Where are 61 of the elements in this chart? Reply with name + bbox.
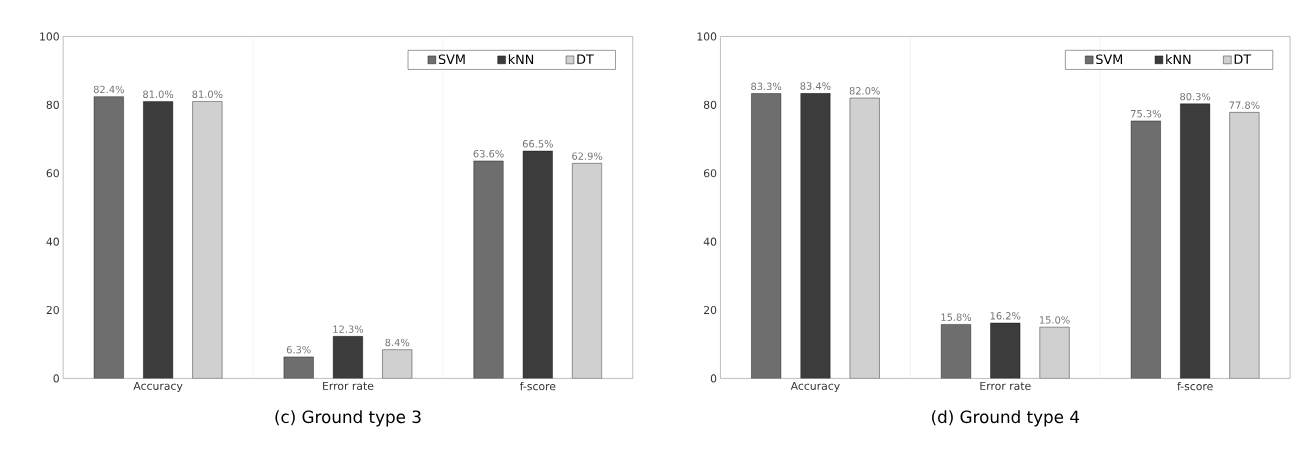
y-tick-label: 60 bbox=[46, 169, 59, 178]
legend-label: kNN bbox=[508, 54, 534, 64]
x-tick-label: Accuracy bbox=[790, 381, 840, 392]
text: (c) Ground type 3 bbox=[275, 410, 421, 427]
bar bbox=[192, 101, 223, 379]
y-tick-label: 100 bbox=[697, 32, 717, 41]
legend-label: DT bbox=[577, 54, 594, 64]
bar bbox=[1180, 103, 1211, 379]
data-label: 12.3% bbox=[333, 325, 364, 333]
y-tick-label: 80 bbox=[46, 100, 59, 109]
data-label: 83.4% bbox=[800, 82, 831, 90]
legend-label: SVM bbox=[1096, 54, 1123, 64]
y-tick-label: 20 bbox=[703, 305, 717, 315]
y-tick-label: 0 bbox=[53, 374, 59, 383]
bar bbox=[1229, 112, 1260, 379]
y-tick-label: 0 bbox=[710, 374, 717, 383]
data-label: 75.3% bbox=[1131, 109, 1161, 118]
text: (d) Ground type 4 bbox=[932, 410, 1080, 427]
bar bbox=[751, 93, 782, 379]
bar bbox=[143, 101, 174, 379]
bar bbox=[800, 92, 831, 379]
x-tick-label: Accuracy bbox=[133, 381, 183, 392]
bar bbox=[1039, 326, 1070, 379]
bar bbox=[382, 349, 413, 379]
data-label: 15.8% bbox=[941, 313, 972, 321]
legend-label: SVM bbox=[438, 54, 465, 64]
legend-label: DT bbox=[1234, 54, 1252, 64]
data-label: 66.5% bbox=[522, 139, 553, 148]
y-tick-label: 40 bbox=[46, 237, 59, 246]
data-label: 83.3% bbox=[751, 82, 782, 91]
x-tick-label: f-score bbox=[1177, 381, 1213, 391]
data-label: 80.3% bbox=[1180, 92, 1211, 101]
data-label: 81.0% bbox=[192, 90, 223, 98]
bar bbox=[473, 160, 504, 379]
y-tick-label: 40 bbox=[703, 237, 717, 246]
y-tick-label: 60 bbox=[703, 169, 717, 178]
data-label: 82.0% bbox=[849, 86, 880, 95]
bar bbox=[93, 96, 124, 379]
data-label: 8.4% bbox=[385, 338, 410, 347]
data-label: 62.9% bbox=[572, 152, 603, 160]
data-label: 15.0% bbox=[1039, 316, 1070, 324]
bar bbox=[849, 97, 880, 379]
data-label: 6.3% bbox=[286, 345, 311, 354]
legend-label: kNN bbox=[1166, 54, 1191, 64]
data-label: 81.0% bbox=[143, 90, 174, 98]
bar bbox=[332, 336, 363, 379]
bar bbox=[522, 150, 553, 379]
bar bbox=[572, 163, 603, 379]
data-label: 16.2% bbox=[990, 312, 1021, 320]
data-label: 77.8% bbox=[1229, 101, 1260, 109]
y-tick-label: 100 bbox=[40, 32, 59, 41]
x-tick-label: Error rate bbox=[980, 381, 1031, 390]
data-label: 82.4% bbox=[93, 85, 124, 94]
bar bbox=[1130, 120, 1161, 379]
bar bbox=[941, 324, 971, 379]
bar bbox=[990, 322, 1021, 379]
x-tick-label: Error rate bbox=[323, 381, 374, 390]
y-tick-label: 80 bbox=[703, 100, 717, 109]
data-label: 63.6% bbox=[473, 149, 504, 158]
x-tick-label: f-score bbox=[519, 381, 556, 391]
y-tick-label: 20 bbox=[46, 305, 59, 315]
